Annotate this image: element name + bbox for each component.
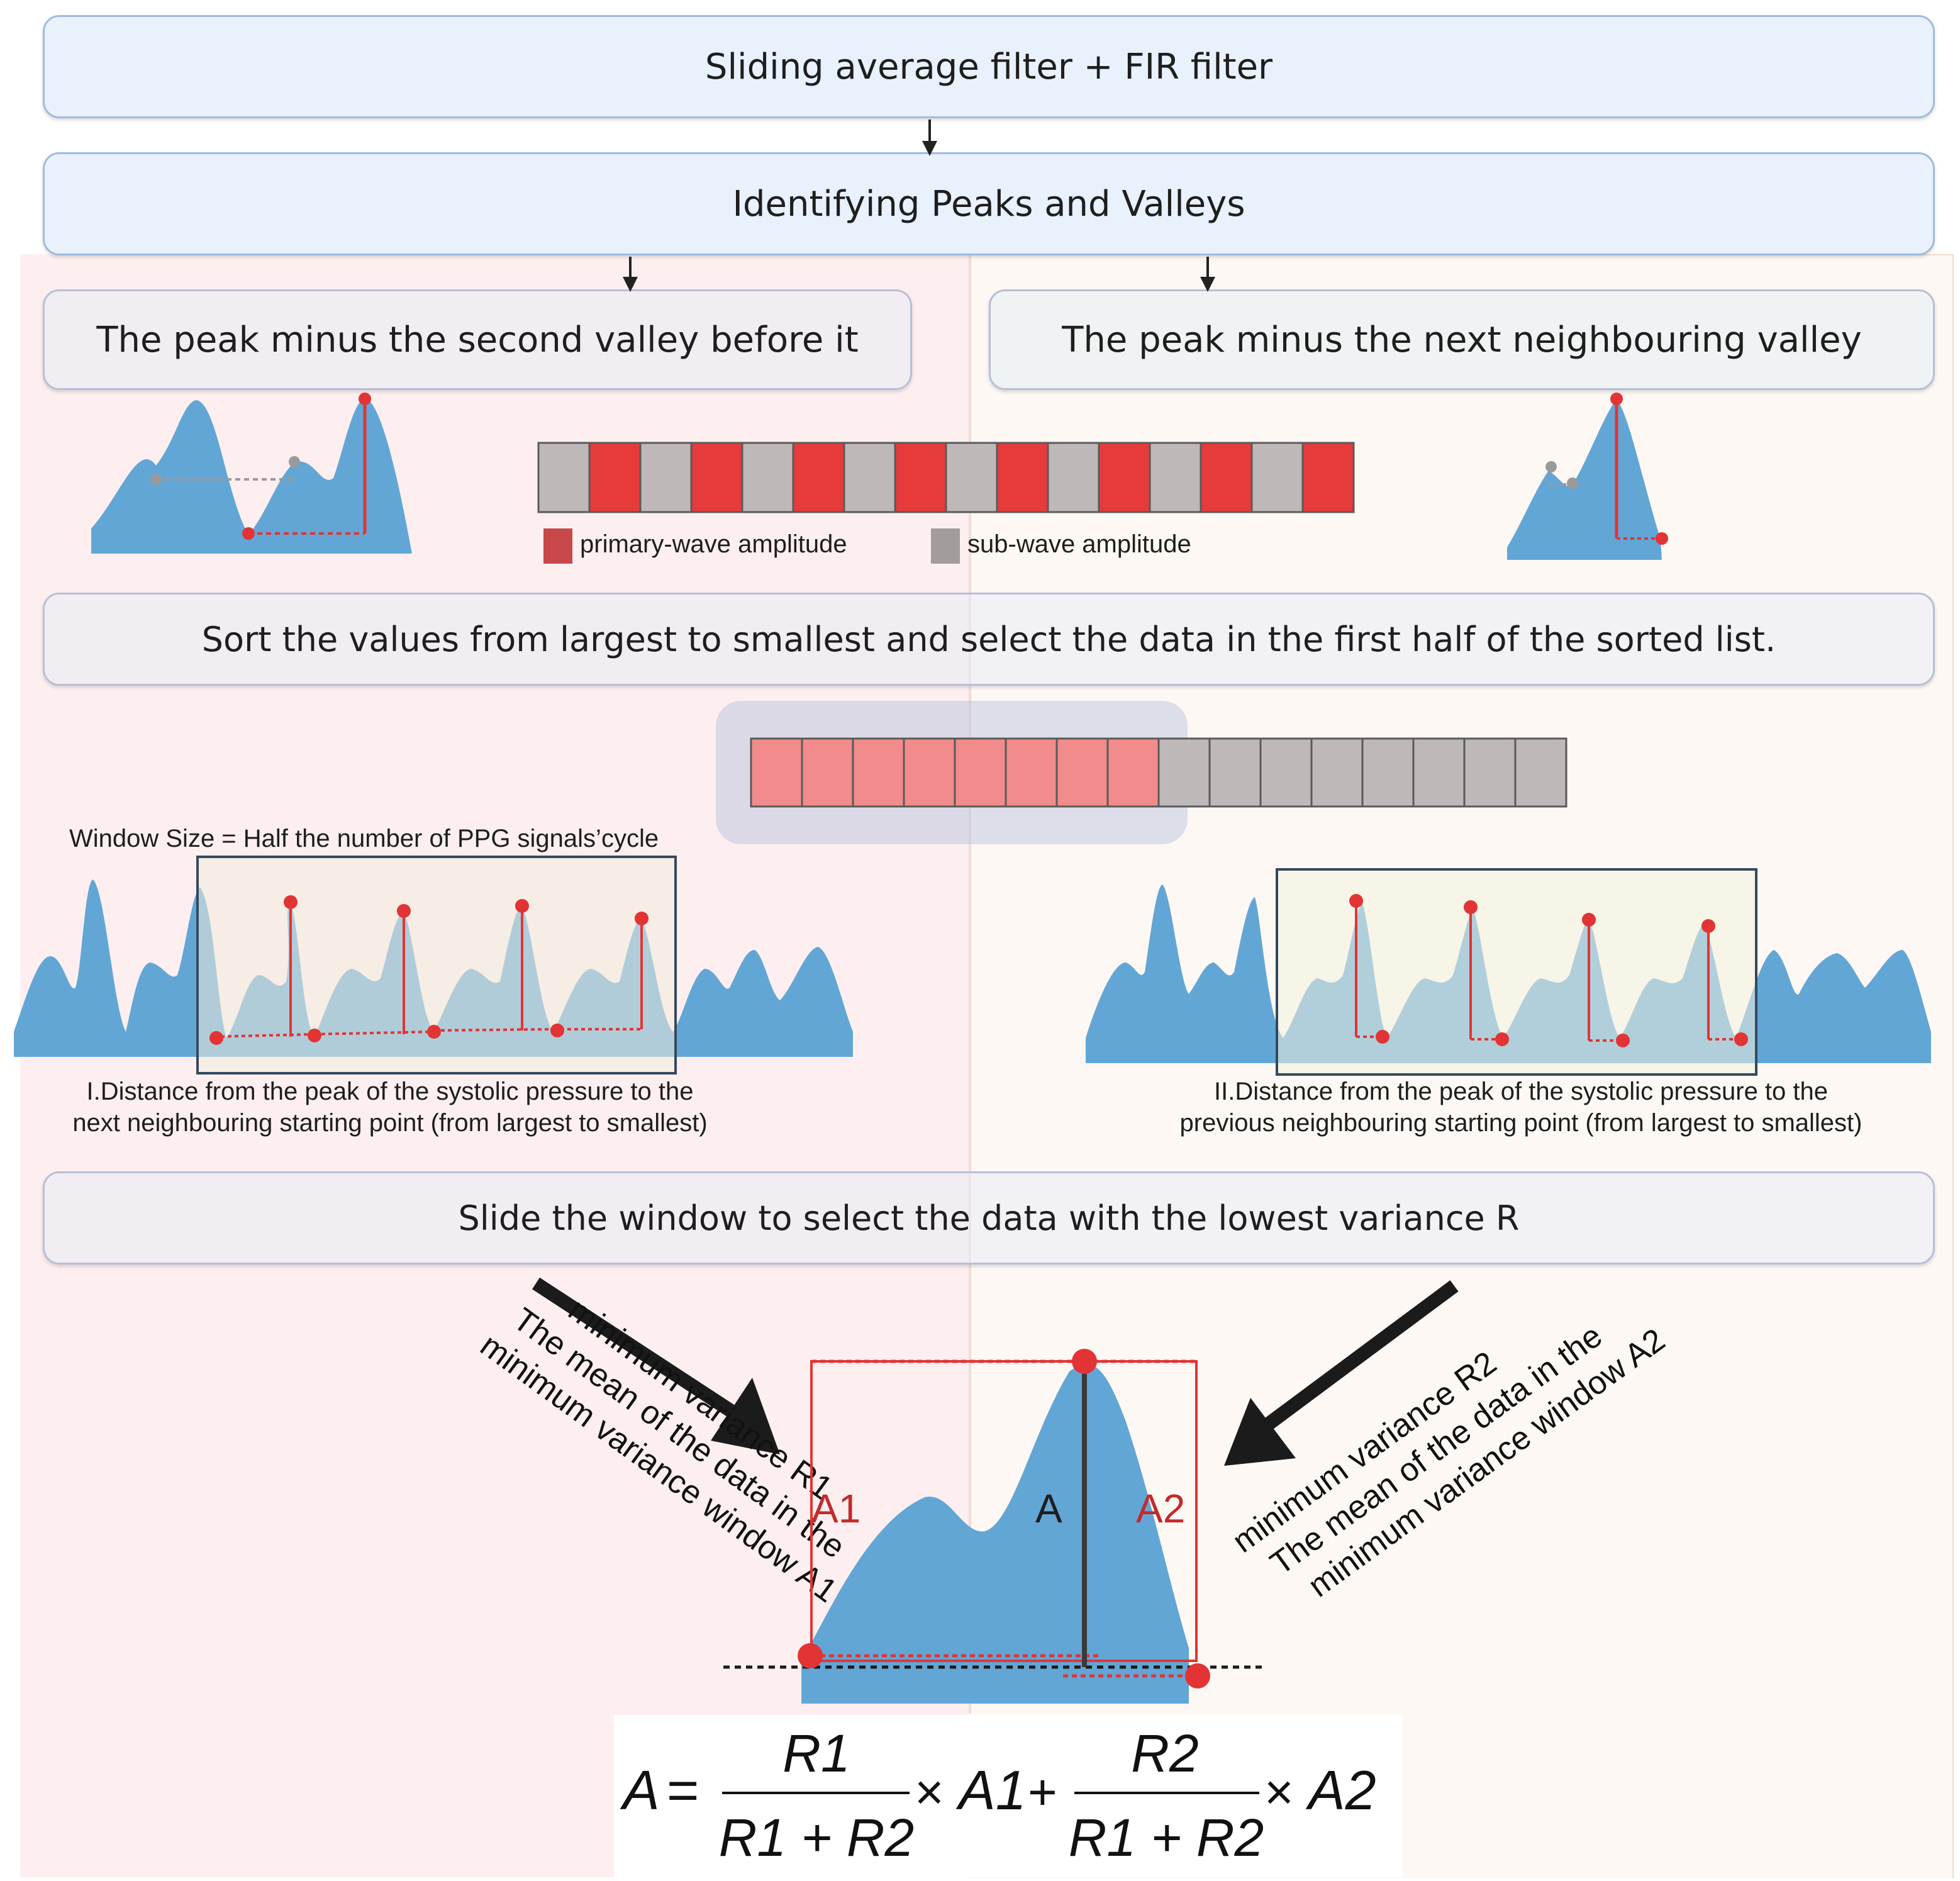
formula-times-2: ×: [1264, 1764, 1294, 1820]
sorted-primary-square: [1106, 737, 1160, 808]
amplitude-sub-square: [1047, 442, 1100, 513]
label-a: A: [1035, 1486, 1062, 1531]
formula-plus: +: [1028, 1764, 1057, 1820]
left-method-label: The peak minus the second valley before …: [96, 319, 859, 360]
sorted-sub-square: [1157, 737, 1211, 808]
right-ppg-signal: [1086, 868, 1931, 1076]
amplitude-primary-square: [1098, 442, 1151, 513]
left-example-wave: [91, 393, 412, 554]
formula-num-r1: R1: [782, 1724, 850, 1783]
left-method-box: The peak minus the second valley before …: [43, 289, 912, 390]
formula-den-1: R1 + R2: [719, 1808, 915, 1867]
amplitude-sub-square: [843, 442, 896, 513]
amplitude-sub-square: [1149, 442, 1202, 513]
sorted-sub-square: [1310, 737, 1364, 808]
amplitude-primary-square: [894, 442, 947, 513]
central-wave: A1 A A2: [723, 1349, 1264, 1704]
label-a2: A2: [1136, 1486, 1185, 1531]
left-arrow-text-line2: The mean of the data in the: [506, 1301, 852, 1566]
right-big-arrow: [1224, 1280, 1459, 1466]
left-ppg-signal: [14, 856, 853, 1074]
sort-step-box: Sort the values from largest to smallest…: [43, 593, 1935, 686]
amplitude-sub-square: [1250, 442, 1304, 513]
sorted-sub-square: [1412, 737, 1466, 808]
amplitude-primary-square: [588, 442, 642, 513]
caption-right-line1: II.Distance from the peak of the systoli…: [1214, 1078, 1828, 1105]
right-example-wave: [1507, 393, 1668, 560]
peaks-step-box: Identifying Peaks and Valleys: [43, 152, 1935, 255]
amplitude-sub-square: [945, 442, 998, 513]
formula-a1: A1: [955, 1759, 1027, 1821]
formula-num-r2: R2: [1131, 1724, 1198, 1783]
amplitude-sub-square: [741, 442, 794, 513]
formula-eq: =: [667, 1759, 699, 1821]
caption-left-line1: I.Distance from the peak of the systolic…: [87, 1078, 694, 1105]
right-arrow-text: minimum variance R2 The mean of the data…: [1226, 1317, 1672, 1604]
right-arrow-text-line2: The mean of the data in the: [1264, 1317, 1609, 1582]
filter-step-box: Sliding average filter + FIR filter: [43, 15, 1935, 118]
amplitude-primary-square: [1200, 442, 1253, 513]
legend-primary-swatch: [543, 528, 572, 564]
sorted-sub-square: [1514, 737, 1567, 808]
label-a1: A1: [811, 1486, 860, 1531]
amplitude-sub-square: [639, 442, 693, 513]
peaks-step-label: Identifying Peaks and Valleys: [732, 183, 1245, 225]
amplitude-sub-square: [537, 442, 591, 513]
variance-weight-formula: A = R1 R1 + R2 × A1 + R2 R1 + R2 × A2: [614, 1715, 1403, 1877]
right-method-label: The peak minus the next neighbouring val…: [1062, 319, 1862, 360]
sorted-primary-square: [801, 737, 854, 808]
sorted-primary-square: [750, 737, 803, 808]
formula-a2: A2: [1305, 1759, 1376, 1821]
sort-step-label: Sort the values from largest to smallest…: [201, 619, 1776, 659]
a1-a2-window: [810, 1360, 1198, 1662]
left-arrow-text: minimum variance R1 The mean of the data…: [474, 1292, 852, 1610]
formula-times-1: ×: [915, 1764, 944, 1820]
sorted-sub-square: [1208, 737, 1262, 808]
right-window-frame: [1276, 868, 1757, 1076]
sorted-primary-square: [954, 737, 1007, 808]
right-method-box: The peak minus the next neighbouring val…: [989, 289, 1935, 390]
sorted-sequence: [750, 737, 1567, 808]
window-size-label: Window Size = Half the number of PPG sig…: [69, 825, 659, 852]
legend-sub-label: sub-wave amplitude: [967, 530, 1191, 558]
panel-divider: [969, 254, 971, 1714]
legend-sub-swatch: [931, 528, 960, 564]
filter-step-label: Sliding average filter + FIR filter: [704, 46, 1273, 87]
sorted-primary-square: [1055, 737, 1109, 808]
amplitude-primary-square: [996, 442, 1049, 513]
slide-step-box: Slide the window to select the data with…: [43, 1171, 1935, 1264]
amplitude-sequence: [537, 442, 1355, 513]
caption-left-line2: next neighbouring starting point (from l…: [72, 1109, 707, 1137]
formula-den-2: R1 + R2: [1069, 1808, 1264, 1867]
left-window-frame: [196, 856, 677, 1074]
sorted-sub-square: [1361, 737, 1415, 808]
left-big-arrow: [532, 1277, 780, 1454]
sorted-sub-square: [1463, 737, 1517, 808]
amplitude-primary-square: [690, 442, 743, 513]
legend-primary-label: primary-wave amplitude: [580, 530, 847, 558]
caption-right-line2: previous neighbouring starting point (fr…: [1180, 1109, 1863, 1137]
sorted-sub-square: [1259, 737, 1313, 808]
amplitude-primary-square: [792, 442, 845, 513]
amplitude-primary-square: [1301, 442, 1355, 513]
sorted-primary-square: [1005, 737, 1058, 808]
formula-lhs: A: [620, 1759, 660, 1821]
sorted-primary-square: [852, 737, 905, 808]
sorted-primary-square: [903, 737, 956, 808]
slide-step-label: Slide the window to select the data with…: [458, 1198, 1520, 1238]
